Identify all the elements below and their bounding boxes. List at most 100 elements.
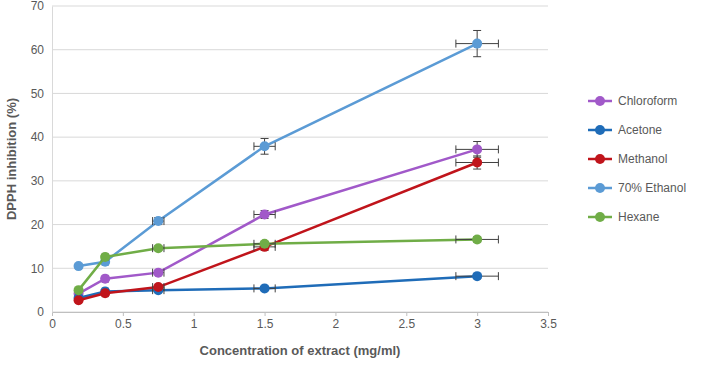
legend-marker <box>595 96 605 106</box>
x-tick: 3.5 <box>540 312 557 331</box>
legend-marker <box>595 125 605 135</box>
y-axis: 0 10 20 30 40 50 60 70 <box>31 0 53 319</box>
x-tick-mark <box>123 312 124 316</box>
x-error-bar <box>254 211 275 219</box>
y-axis-title: DPPH inhibition (%) <box>4 98 19 220</box>
point <box>100 252 110 262</box>
x-error-bar <box>153 283 164 291</box>
series <box>74 156 499 305</box>
point <box>100 288 110 298</box>
y-tick-label: 60 <box>31 43 45 57</box>
grid-line <box>52 224 548 225</box>
x-tick-mark <box>52 312 53 316</box>
point <box>472 144 482 154</box>
y-tick: 60 <box>31 43 52 57</box>
y-tick: 0 <box>37 305 52 319</box>
series-line <box>79 239 478 290</box>
series <box>74 234 499 295</box>
x-tick-label: 2 <box>333 317 340 331</box>
y-tick: 20 <box>31 218 52 232</box>
x-error-bar <box>456 40 499 48</box>
grid-line <box>52 6 548 7</box>
x-tick-mark <box>265 312 266 316</box>
point <box>260 210 270 220</box>
y-tick: 70 <box>31 0 52 13</box>
grid-line <box>52 180 548 181</box>
x-tick: 2 <box>333 312 340 331</box>
legend-marker <box>595 212 605 222</box>
x-tick-mark <box>406 312 407 316</box>
data-area <box>74 30 499 305</box>
x-error-bar <box>153 269 164 277</box>
grid-line <box>52 49 548 50</box>
y-error-bar <box>473 30 481 56</box>
x-tick: 0 <box>49 312 56 331</box>
y-axis-line <box>52 7 53 313</box>
x-axis-title: Concentration of extract (mg/ml) <box>200 343 401 358</box>
x-tick: 0.5 <box>115 312 132 331</box>
legend-marker <box>595 154 605 164</box>
y-tick-label: 10 <box>31 262 45 276</box>
x-error-bar <box>153 244 164 252</box>
series <box>74 30 499 271</box>
x-tick-label: 0.5 <box>115 317 132 331</box>
grid-line <box>52 268 548 269</box>
grid <box>52 6 548 312</box>
x-tick: 1 <box>191 312 198 331</box>
point <box>472 39 482 49</box>
series <box>74 142 499 299</box>
x-tick-label: 2.5 <box>398 317 415 331</box>
x-tick-mark <box>477 312 478 316</box>
point <box>74 285 84 295</box>
y-error-bar <box>473 156 481 169</box>
legend-item: Chloroform <box>588 94 677 108</box>
point <box>472 234 482 244</box>
x-error-bar <box>254 284 275 292</box>
legend-label: 70% Ethanol <box>618 181 686 195</box>
y-tick-label: 0 <box>37 305 44 319</box>
x-error-bar <box>456 235 499 243</box>
x-tick: 2.5 <box>398 312 415 331</box>
legend-label: Chloroform <box>618 94 677 108</box>
x-tick-label: 0 <box>49 317 56 331</box>
point <box>153 268 163 278</box>
x-error-bar <box>456 272 499 280</box>
legend-label: Acetone <box>618 123 662 137</box>
point <box>100 274 110 284</box>
point <box>74 295 84 305</box>
series-line <box>79 276 478 298</box>
point <box>260 239 270 249</box>
series <box>74 271 499 303</box>
legend-item: Methanol <box>588 152 667 166</box>
y-tick: 30 <box>31 174 52 188</box>
y-tick-label: 20 <box>31 218 45 232</box>
y-tick-label: 70 <box>31 0 45 13</box>
x-error-bar <box>254 240 275 248</box>
legend-item: Hexane <box>588 210 660 224</box>
grid-line <box>52 137 548 138</box>
y-tick-label: 40 <box>31 130 45 144</box>
x-tick-label: 3.5 <box>540 317 557 331</box>
x-axis-line <box>53 313 549 317</box>
x-error-bar <box>153 217 164 225</box>
legend-item: Acetone <box>588 123 662 137</box>
point <box>153 282 163 292</box>
x-error-bar <box>254 142 275 150</box>
point <box>472 157 482 167</box>
point <box>260 141 270 151</box>
plot: 0 0.5 1 1.5 2 2.5 3 3.5 0 10 20 30 40 50 60 70 <box>31 0 558 331</box>
series-line <box>79 162 478 300</box>
x-tick-mark <box>335 312 336 316</box>
y-tick: 50 <box>31 87 52 101</box>
series-line <box>79 44 478 267</box>
x-tick: 1.5 <box>257 312 274 331</box>
point <box>153 243 163 253</box>
legend-marker <box>595 183 605 193</box>
x-tick-label: 3 <box>474 317 481 331</box>
legend-label: Hexane <box>618 210 660 224</box>
x-tick-label: 1 <box>191 317 198 331</box>
y-error-bar <box>473 142 481 158</box>
x-tick-mark <box>548 312 549 316</box>
x-tick: 3 <box>474 312 481 331</box>
y-tick: 10 <box>31 262 52 276</box>
